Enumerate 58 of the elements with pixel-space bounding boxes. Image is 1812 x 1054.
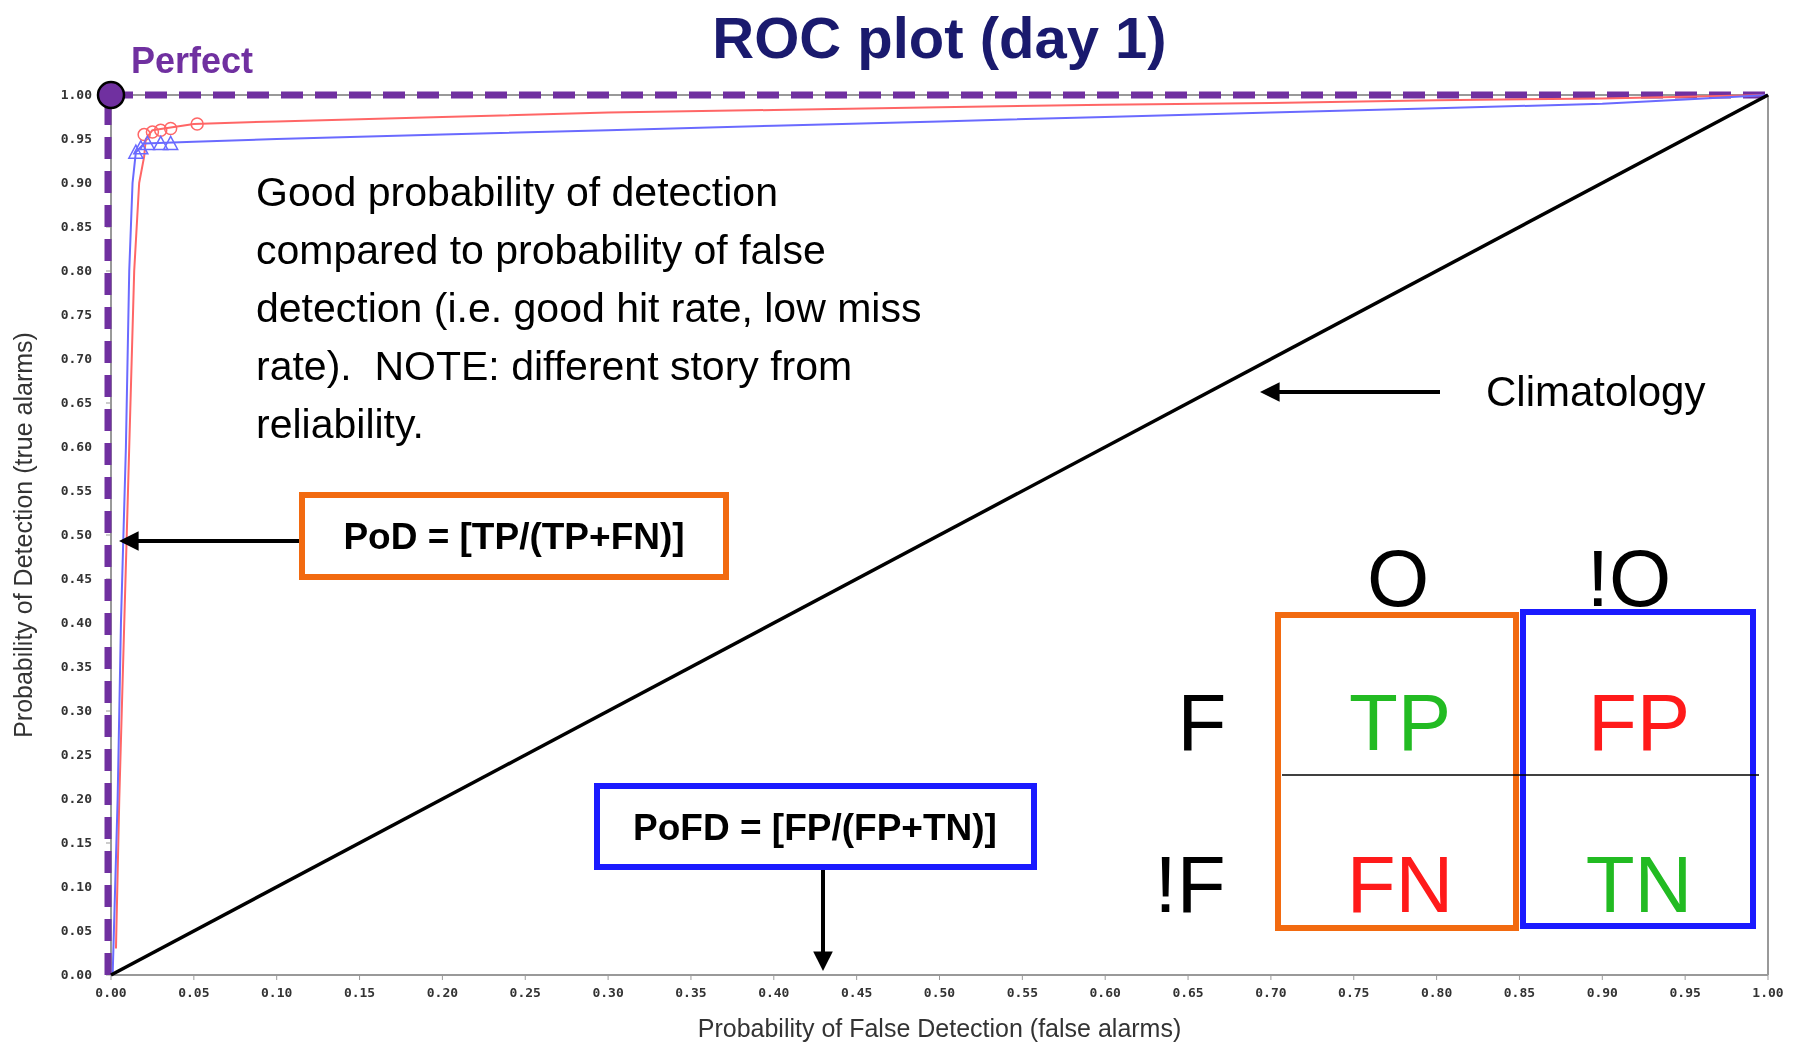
annotation: PoFD = [FP/(FP+TN)] bbox=[633, 807, 997, 848]
y-tick-label: 0.15 bbox=[60, 835, 92, 850]
x-tick-label: 0.05 bbox=[178, 985, 210, 1000]
x-tick-label: 0.85 bbox=[1503, 985, 1536, 1000]
y-tick-label: 0.25 bbox=[60, 747, 92, 762]
x-tick-label: 0.55 bbox=[1006, 985, 1039, 1000]
y-tick-label: 1.00 bbox=[60, 87, 93, 102]
x-tick-label: 0.50 bbox=[923, 985, 956, 1000]
annotation: FN bbox=[1346, 840, 1454, 929]
annotation: Good probability of detection compared to probability of false detection (i.e. good hit rate, low miss rate). NOTE: different story from reliability. bbox=[256, 169, 922, 447]
y-tick-label: 0.00 bbox=[60, 967, 93, 982]
y-tick-label: 0.10 bbox=[60, 879, 93, 894]
annotation: Perfect bbox=[131, 40, 254, 81]
y-tick-label: 0.50 bbox=[60, 527, 93, 542]
y-tick-label: 0.75 bbox=[60, 307, 92, 322]
x-tick-label: 0.45 bbox=[840, 985, 873, 1000]
y-tick-label: 0.40 bbox=[60, 615, 93, 630]
chart-title: ROC plot (day 1) bbox=[712, 5, 1167, 70]
annotation: Climatology bbox=[1486, 368, 1706, 415]
annotation: !F bbox=[1154, 840, 1226, 929]
y-tick-label: 0.85 bbox=[60, 219, 92, 234]
x-tick-label: 0.35 bbox=[675, 985, 707, 1000]
annotation: TN bbox=[1585, 840, 1693, 929]
y-tick-label: 0.95 bbox=[60, 131, 92, 146]
x-tick-label: 0.00 bbox=[95, 985, 127, 1000]
y-tick-label: 0.20 bbox=[60, 791, 93, 806]
annotation: !O bbox=[1586, 534, 1672, 623]
x-tick-label: 0.30 bbox=[592, 985, 624, 1000]
y-tick-label: 0.55 bbox=[60, 483, 92, 498]
annotation: PoD = [TP/(TP+FN)] bbox=[343, 516, 685, 557]
annotation: F bbox=[1177, 678, 1227, 767]
y-tick-label: 0.35 bbox=[60, 659, 92, 674]
x-tick-label: 0.80 bbox=[1420, 985, 1453, 1000]
annotation: O bbox=[1366, 534, 1430, 623]
x-tick-label: 0.60 bbox=[1089, 985, 1122, 1000]
annotation: FP bbox=[1587, 678, 1691, 767]
x-tick-label: 0.90 bbox=[1586, 985, 1619, 1000]
y-tick-label: 0.70 bbox=[60, 351, 93, 366]
y-tick-label: 0.65 bbox=[60, 395, 92, 410]
x-tick-label: 0.15 bbox=[343, 985, 376, 1000]
y-tick-label: 0.80 bbox=[60, 263, 93, 278]
x-tick-label: 0.20 bbox=[426, 985, 459, 1000]
x-tick-label: 0.10 bbox=[261, 985, 293, 1000]
annotation: TP bbox=[1348, 678, 1452, 767]
x-tick-label: 0.65 bbox=[1172, 985, 1204, 1000]
y-tick-label: 0.60 bbox=[60, 439, 93, 454]
y-tick-label: 0.45 bbox=[60, 571, 92, 586]
x-tick-label: 0.40 bbox=[758, 985, 790, 1000]
x-tick-label: 0.95 bbox=[1669, 985, 1701, 1000]
x-tick-label: 0.75 bbox=[1338, 985, 1370, 1000]
y-tick-label: 0.05 bbox=[60, 923, 92, 938]
y-axis-title: Probability of Detection (true alarms) bbox=[9, 332, 37, 738]
x-tick-label: 0.70 bbox=[1255, 985, 1287, 1000]
x-tick-label: 0.25 bbox=[509, 985, 541, 1000]
x-tick-label: 1.00 bbox=[1752, 985, 1784, 1000]
y-tick-label: 0.30 bbox=[60, 703, 93, 718]
y-tick-label: 0.90 bbox=[60, 175, 93, 190]
x-axis-title: Probability of False Detection (false alarms) bbox=[697, 1014, 1182, 1042]
